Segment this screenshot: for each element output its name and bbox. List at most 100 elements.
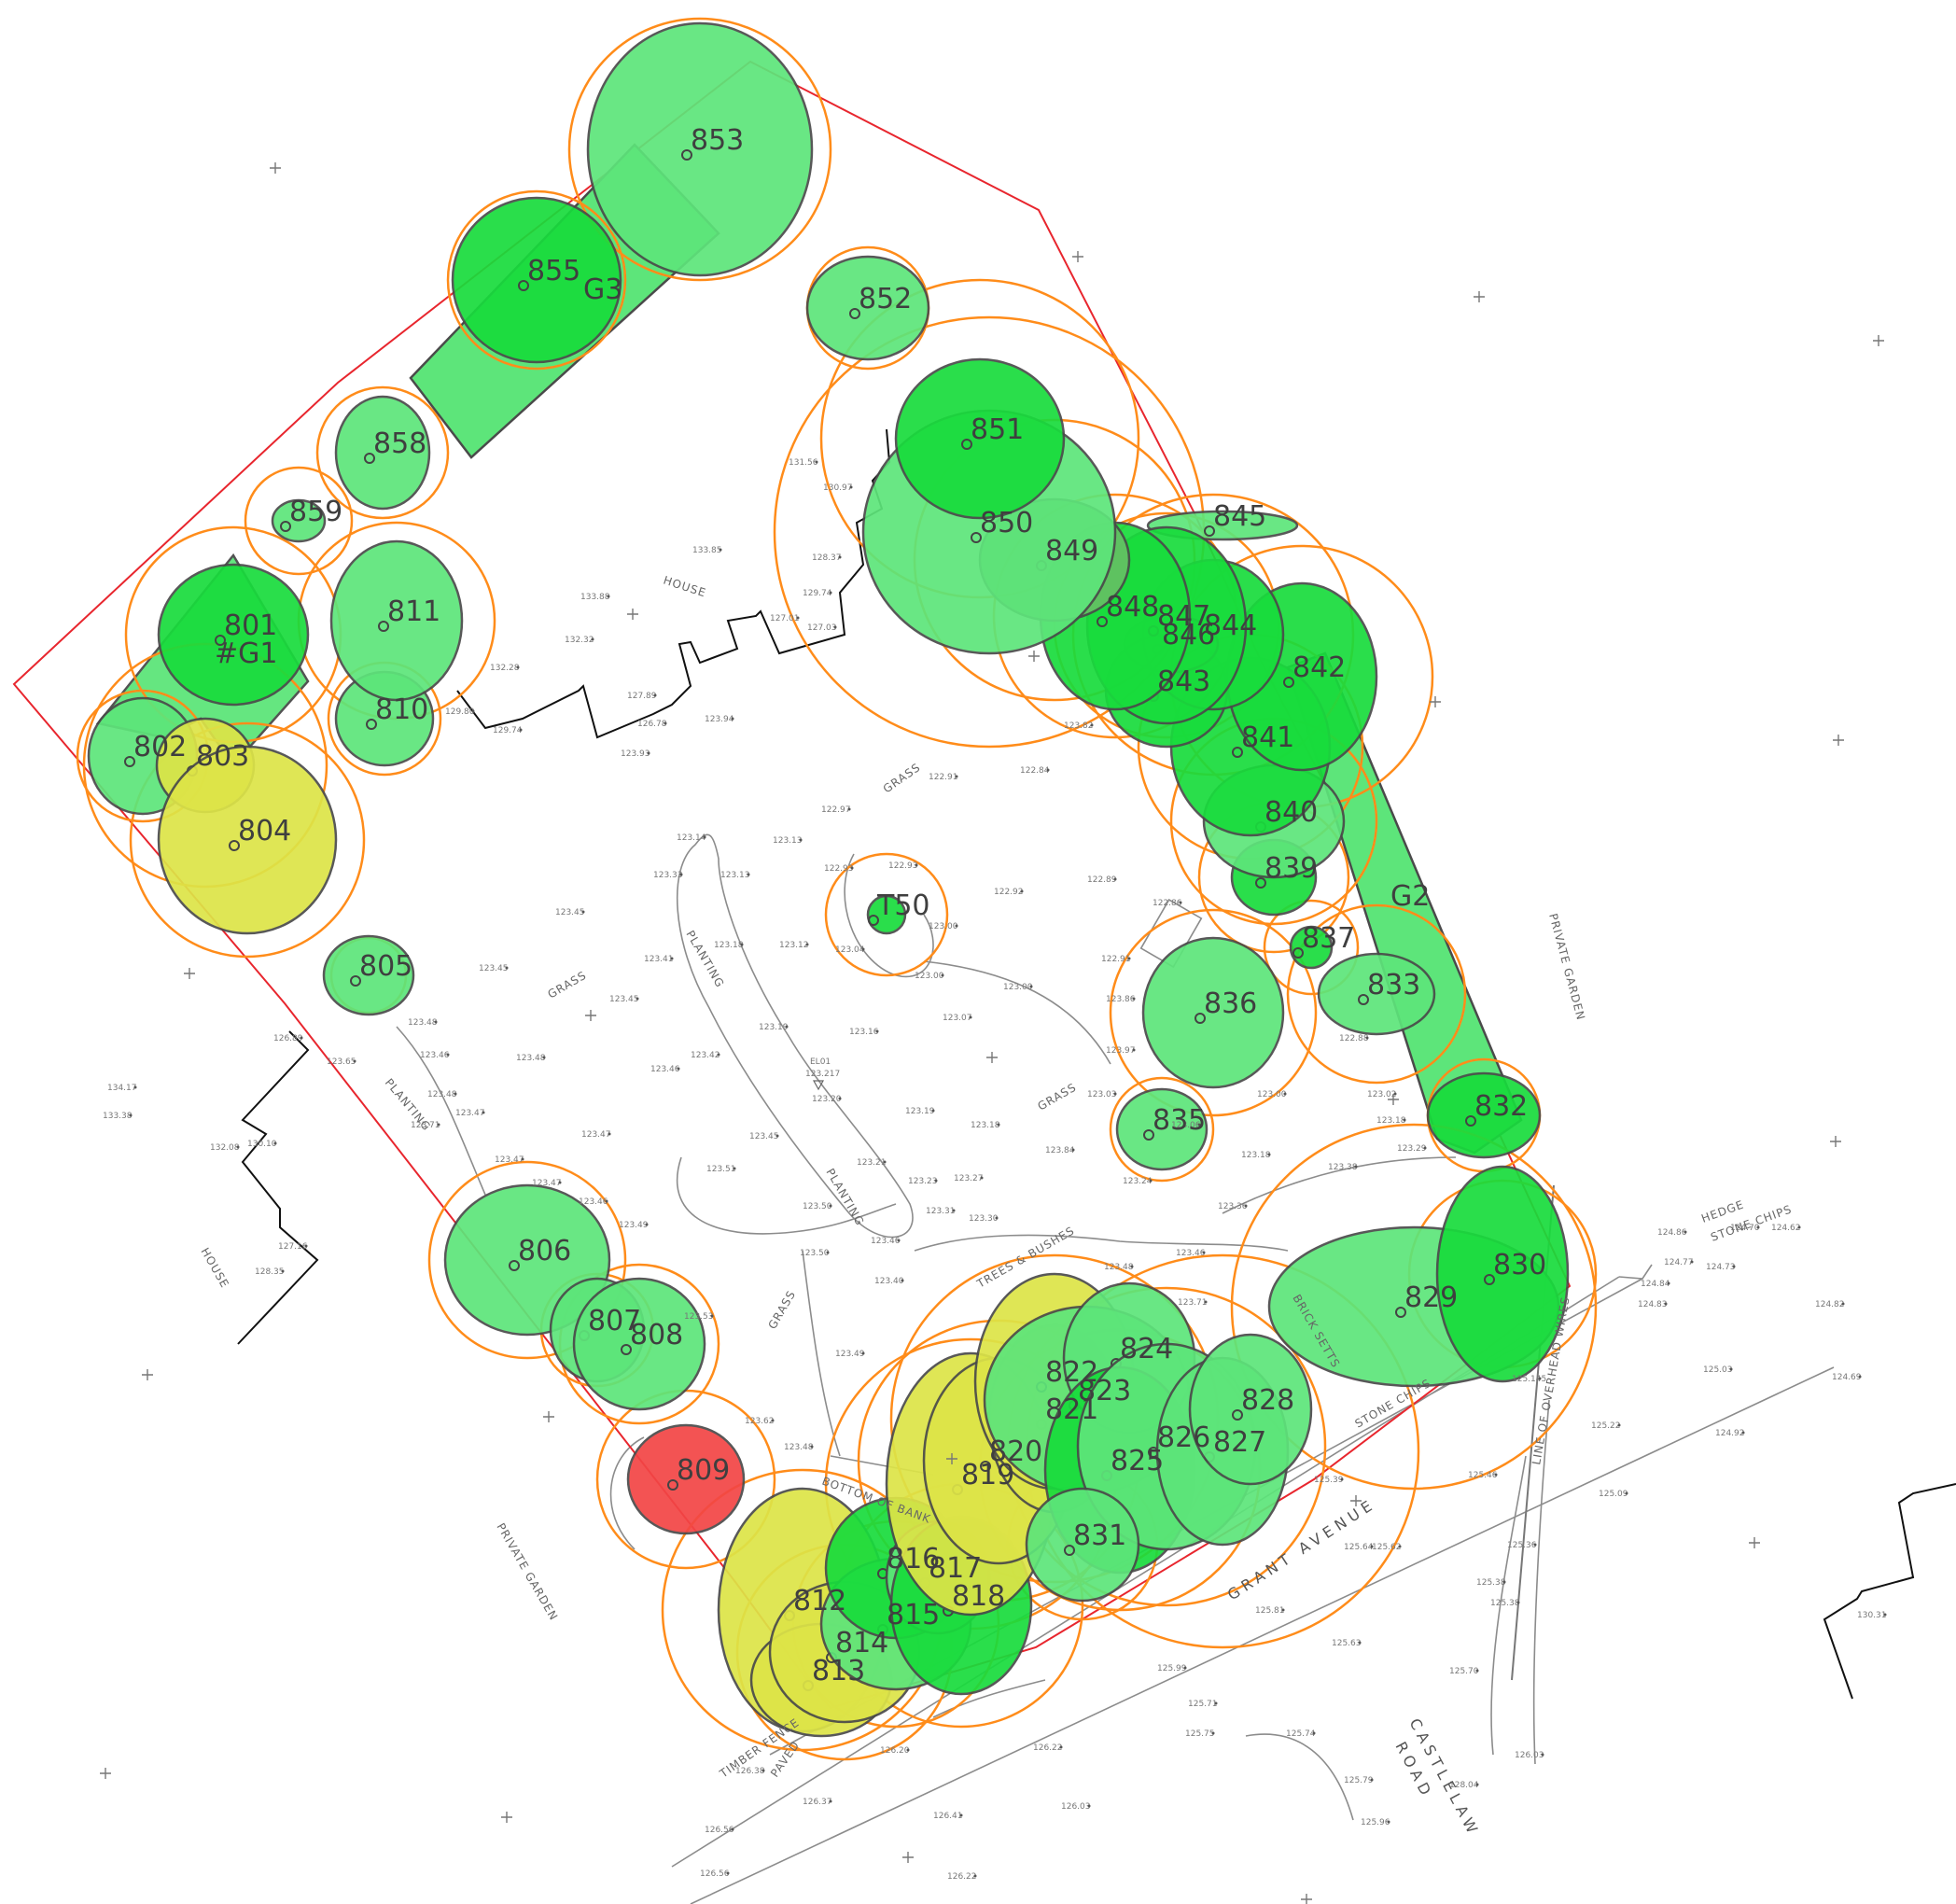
spot-level: 130.10 xyxy=(247,1140,277,1149)
spot-level-dot xyxy=(482,1111,485,1114)
spot-level: 123.06 xyxy=(1171,1121,1201,1130)
spot-level: 125.03 xyxy=(1703,1365,1733,1375)
spot-level: 123.00 xyxy=(1003,983,1033,992)
tree-canopy-805[interactable] xyxy=(322,934,415,1016)
spot-level-dot xyxy=(1475,1783,1479,1786)
spot-level-dot xyxy=(1370,1545,1374,1548)
spot-level-dot xyxy=(1281,1608,1285,1612)
grid-cross xyxy=(501,1812,512,1823)
spot-level: 123.45 xyxy=(555,908,585,917)
tree-canopy-801[interactable] xyxy=(157,563,310,707)
spot-level-dot xyxy=(581,910,585,914)
spot-level-dot xyxy=(542,1056,546,1059)
tree-canopy-832[interactable] xyxy=(1426,1071,1542,1159)
tree-tag-817: 817 xyxy=(929,1552,982,1585)
tree-canopy-804[interactable] xyxy=(157,745,338,935)
spot-level: 125.38 xyxy=(1476,1578,1506,1588)
tree-canopy-811[interactable] xyxy=(329,539,464,702)
root-protection-zone xyxy=(567,17,832,282)
spot-level: 124.92 xyxy=(1715,1429,1745,1438)
tree-stem-marker xyxy=(1143,1129,1154,1141)
spot-level: 127.01 xyxy=(770,614,800,623)
tree-tag-837: 837 xyxy=(1302,922,1355,955)
spot-level-dot xyxy=(1516,1601,1520,1604)
spot-level: 123.46 xyxy=(1176,1249,1206,1258)
spot-level-dot xyxy=(861,1351,865,1355)
spot-level-dot xyxy=(636,997,639,1001)
spot-level-dot xyxy=(849,485,853,489)
grid-cross xyxy=(1430,696,1441,707)
tree-tag-828: 828 xyxy=(1241,1384,1294,1417)
tree-stem-marker xyxy=(518,280,529,291)
spot-level-dot xyxy=(703,835,706,839)
spot-level: 124.84 xyxy=(1641,1280,1670,1289)
spot-level: 123.33 xyxy=(653,871,683,880)
spot-level-dot xyxy=(434,1020,438,1024)
spot-level: 123.00 xyxy=(929,922,958,931)
place-label: PLANTING xyxy=(683,929,726,990)
spot-level-dot xyxy=(897,1239,901,1242)
tree-canopy-853[interactable] xyxy=(586,21,814,277)
grid-cross xyxy=(270,162,281,174)
spot-level: 124.86 xyxy=(1657,1228,1687,1238)
root-protection-zone xyxy=(1263,899,1360,996)
spot-level: 123.94 xyxy=(705,715,734,724)
spot-level-dot xyxy=(129,1113,133,1117)
tree-canopy-830[interactable] xyxy=(1435,1165,1570,1383)
spot-level-dot xyxy=(1475,1669,1479,1673)
tree-canopy-835[interactable] xyxy=(1115,1087,1209,1171)
tree-stem-marker xyxy=(366,719,377,730)
spot-level: 123.48 xyxy=(1104,1263,1134,1272)
tree-canopy-852[interactable] xyxy=(805,255,930,361)
tree-tag-801: 801 xyxy=(224,609,277,642)
spot-level-dot xyxy=(353,1059,356,1063)
tree-canopy-831[interactable] xyxy=(1025,1487,1140,1603)
spot-level-dot xyxy=(1020,889,1024,893)
tree-canopy-828[interactable] xyxy=(1188,1333,1313,1486)
spot-level: 122.93 xyxy=(824,864,854,874)
spot-level: 133.88 xyxy=(580,593,610,602)
spot-level-dot xyxy=(955,924,958,928)
spot-level: 126.89 xyxy=(273,1034,303,1043)
root-protection-zone xyxy=(315,385,450,520)
spot-level: 132.28 xyxy=(490,664,520,673)
spot-level-dot xyxy=(1132,1048,1136,1052)
tree-tag-811: 811 xyxy=(387,595,440,628)
spot-level: 126.41 xyxy=(933,1812,963,1821)
tree-canopy-836[interactable] xyxy=(1141,936,1285,1089)
spot-level: 123.51 xyxy=(706,1165,736,1174)
tree-tag-833: 833 xyxy=(1367,969,1420,1001)
tree-canopy-851[interactable] xyxy=(894,357,1066,520)
tree-canopy-809[interactable] xyxy=(626,1423,746,1535)
spot-level-dot xyxy=(829,1204,832,1208)
place-label: PRIVATE GARDEN xyxy=(1546,912,1587,1022)
spot-level: 123.93 xyxy=(621,749,650,759)
grid-cross xyxy=(1028,651,1040,662)
spot-level: 126.22 xyxy=(1033,1743,1063,1753)
place-label: GRASS xyxy=(546,969,589,1001)
spot-level: 123.13 xyxy=(720,871,750,880)
spot-level: 123.48 xyxy=(408,1018,438,1028)
tree-canopy-808[interactable] xyxy=(572,1277,706,1411)
spot-level: 123.47 xyxy=(581,1130,611,1140)
spot-level-dot xyxy=(1059,1745,1063,1749)
tree-canopy-855[interactable] xyxy=(451,196,622,364)
spot-level: 122.93 xyxy=(888,861,918,871)
spot-level-dot xyxy=(1403,1118,1406,1122)
spot-level-dot xyxy=(1214,1701,1218,1705)
spot-level-dot xyxy=(875,1029,879,1033)
spot-level-dot xyxy=(1502,1580,1506,1584)
spot-level-dot xyxy=(664,721,667,725)
spot-level: 122.84 xyxy=(1020,766,1050,776)
tree-canopy-858[interactable] xyxy=(334,395,431,511)
spot-level: 125.70 xyxy=(1449,1667,1479,1676)
spot-level: 125.38 xyxy=(1490,1599,1520,1608)
spot-level-dot xyxy=(1858,1375,1862,1379)
spot-level-dot xyxy=(1340,1477,1344,1481)
tree-canopy-833[interactable] xyxy=(1317,952,1436,1036)
spot-level-dot xyxy=(437,1123,440,1127)
spot-level-dot xyxy=(997,1123,1000,1127)
garden-features xyxy=(396,833,1653,1550)
spot-level: 124.83 xyxy=(1638,1300,1668,1309)
grid-cross xyxy=(1474,291,1485,302)
